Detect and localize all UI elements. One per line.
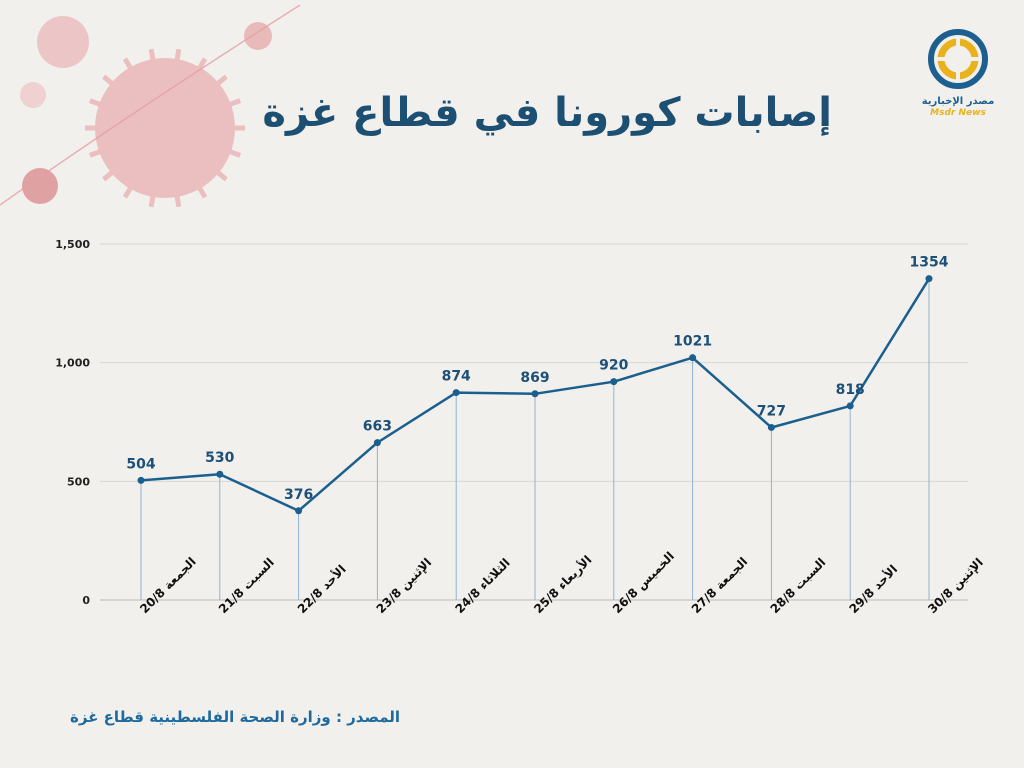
virus-spike [88,98,104,108]
x-tick-label: الأحد 22/8 [294,561,349,616]
virus-spike [213,168,228,182]
data-point [373,439,381,447]
x-tick-label: السبت 28/8 [768,555,829,616]
data-label: 376 [284,487,313,503]
data-label: 874 [442,369,471,385]
virus-spike [226,98,242,108]
data-point [295,507,303,515]
virus-spike [102,74,117,88]
data-point [137,476,145,484]
y-tick-label: 500 [67,475,90,488]
virus-spike [102,168,117,182]
virus-small-right [244,22,272,50]
data-point [846,402,854,410]
data-label: 727 [757,403,786,419]
data-label: 1021 [673,334,712,350]
virus-small-left [20,82,46,108]
data-label: 869 [520,370,549,386]
x-tick-label: الإثنين 23/8 [374,555,435,616]
source-note: المصدر : وزارة الصحة الفلسطينية قطاع غزة [70,708,401,726]
virus-spike [148,192,157,208]
x-tick-label: الأربعاء 25/8 [531,552,595,616]
logo-icon [928,29,988,89]
virus-spike [122,57,135,73]
data-label: 818 [836,382,865,398]
virus-spike [122,183,135,199]
virus-small-bottom [22,168,58,204]
virus-spike [88,148,104,158]
x-tick-label: الثلاثاء 24/8 [452,556,512,616]
data-point [610,378,618,386]
data-label: 1354 [910,255,949,271]
x-tick-label: الجمعة 20/8 [137,555,199,617]
logo-name-english: Msdr News [930,108,986,118]
data-point [452,389,460,397]
x-tick-label: الإثنين 30/8 [925,555,986,616]
chart-title: إصابات كورونا في قطاع غزة [262,90,832,136]
virus-spike [195,57,208,73]
data-point [925,275,933,283]
virus-spike [195,183,208,199]
data-point [216,470,224,478]
virus-small-top [37,16,89,68]
data-label: 920 [599,358,628,374]
virus-spike [173,48,182,64]
data-label: 663 [363,419,392,435]
y-tick-label: 1,000 [55,357,90,370]
x-tick-label: الأحد 29/8 [846,561,901,616]
y-tick-label: 0 [82,594,90,607]
data-label: 504 [126,456,155,472]
brand-logo: مصدر الإخبارية Msdr News [918,28,998,118]
virus-illustration [0,4,301,208]
virus-large [85,48,245,208]
logo-name-arabic: مصدر الإخبارية [921,96,995,107]
data-point [689,354,697,362]
virus-spike [213,74,228,88]
x-tick-label: الخميس 26/8 [610,549,677,616]
virus-spike [226,148,242,158]
virus-spike [173,192,182,208]
virus-thread [0,4,301,206]
x-tick-label: السبت 21/8 [216,555,277,616]
data-label: 530 [205,450,234,466]
y-tick-label: 1,500 [55,238,90,251]
data-point [767,423,775,431]
data-point [531,390,539,398]
virus-spike [148,48,157,64]
x-tick-label: الجمعة 27/8 [689,555,751,617]
